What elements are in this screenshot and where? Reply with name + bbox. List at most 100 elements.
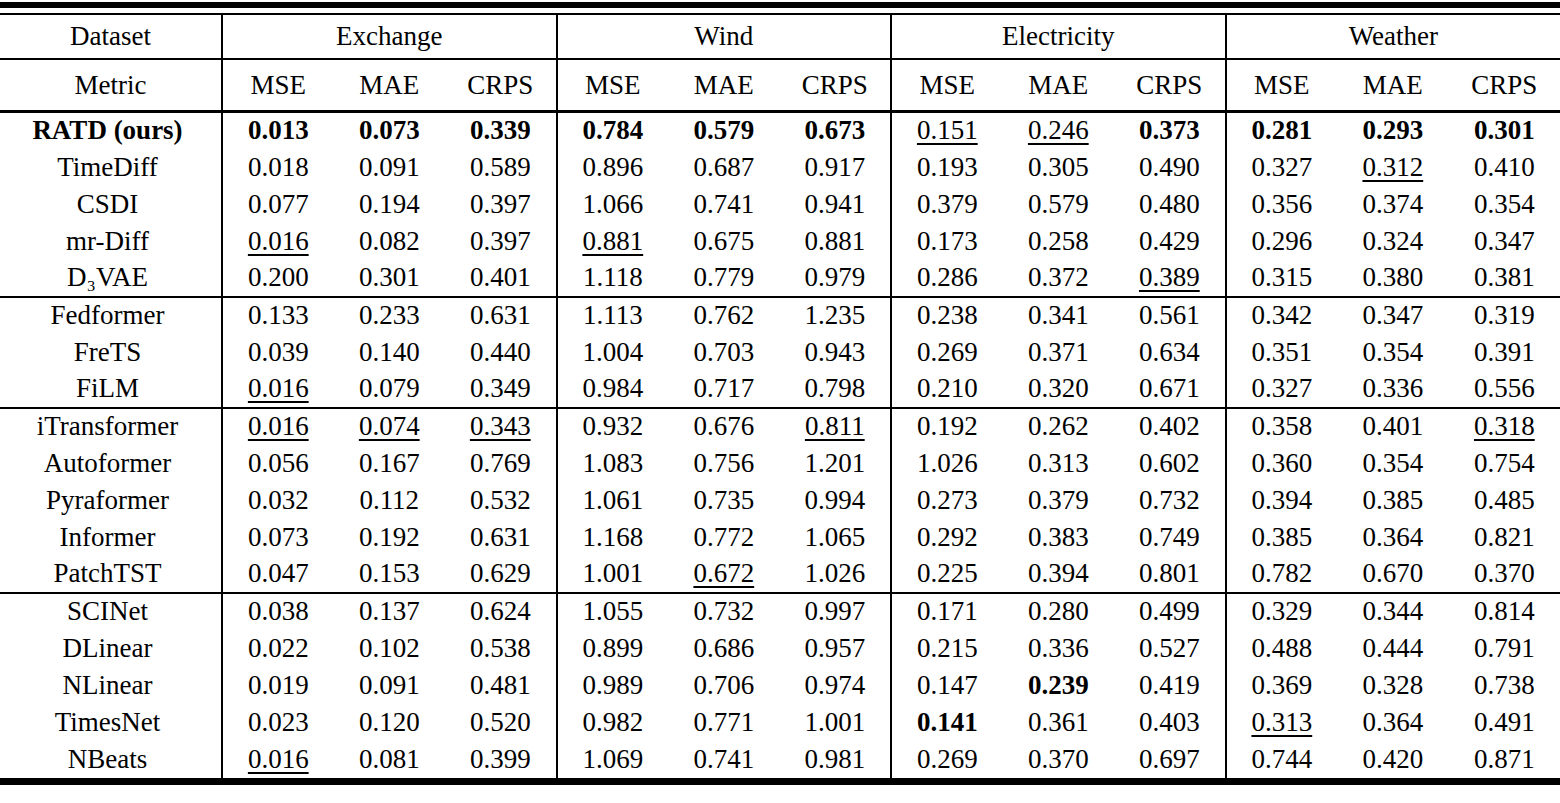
results-table: Dataset Exchange Wind Electricity Weathe… (0, 15, 1560, 778)
metric-value: 0.364 (1337, 704, 1449, 741)
model-name: iTransformer (0, 408, 222, 445)
metric-value: 0.399 (445, 741, 557, 778)
model-name: DLinear (0, 630, 222, 667)
metric-value: 0.327 (1226, 371, 1338, 408)
metric-value: 0.349 (445, 371, 557, 408)
paper-results-table-page: Dataset Exchange Wind Electricity Weathe… (0, 0, 1560, 803)
metric-value: 0.385 (1337, 482, 1449, 519)
metric-value: 0.233 (334, 297, 446, 334)
model-name: Fedformer (0, 297, 222, 334)
metric-value: 1.004 (557, 334, 669, 371)
metric-value: 0.687 (668, 149, 780, 186)
metric-value: 0.016 (222, 408, 334, 445)
table-row: NBeats0.0160.0810.3991.0690.7410.9810.26… (0, 741, 1560, 778)
metric-value: 1.001 (780, 704, 892, 741)
metric-value: 0.246 (1003, 112, 1115, 149)
metric-value: 0.210 (891, 371, 1003, 408)
metric-value: 0.440 (445, 334, 557, 371)
metric-value: 0.215 (891, 630, 1003, 667)
metric-value: 0.073 (222, 519, 334, 556)
model-block-2: Fedformer0.1330.2330.6311.1130.7621.2350… (0, 297, 1560, 408)
metric-value: 0.488 (1226, 630, 1338, 667)
metric-value: 0.676 (668, 408, 780, 445)
metric-value: 0.016 (222, 741, 334, 778)
metric-value: 0.675 (668, 223, 780, 260)
table-row: iTransformer0.0160.0740.3430.9320.6760.8… (0, 408, 1560, 445)
metric-value: 0.286 (891, 260, 1003, 297)
metric-value: 0.147 (891, 667, 1003, 704)
group-header-weather: Weather (1226, 15, 1560, 59)
metric-header-mse: MSE (557, 59, 669, 112)
metric-value: 0.771 (668, 704, 780, 741)
table-row: NLinear0.0190.0910.4810.9890.7060.9740.1… (0, 667, 1560, 704)
metric-value: 0.772 (668, 519, 780, 556)
metric-value: 0.741 (668, 186, 780, 223)
dataset-header-row: Dataset Exchange Wind Electricity Weathe… (0, 15, 1560, 59)
metric-value: 0.389 (1114, 260, 1226, 297)
metric-header-mse: MSE (222, 59, 334, 112)
model-name: FiLM (0, 371, 222, 408)
metric-value: 0.579 (668, 112, 780, 149)
metric-header-mse: MSE (1226, 59, 1338, 112)
metric-value: 0.102 (334, 630, 446, 667)
metric-value: 0.782 (1226, 556, 1338, 593)
metric-value: 0.280 (1003, 593, 1115, 630)
metric-value: 0.032 (222, 482, 334, 519)
metric-value: 0.151 (891, 112, 1003, 149)
metric-value: 0.798 (780, 371, 892, 408)
metric-value: 1.201 (780, 445, 892, 482)
metric-header-crps: CRPS (1114, 59, 1226, 112)
metric-value: 0.358 (1226, 408, 1338, 445)
metric-value: 0.741 (668, 741, 780, 778)
table-row: RATD (ours)0.0130.0730.3390.7840.5790.67… (0, 112, 1560, 149)
metric-value: 0.370 (1003, 741, 1115, 778)
model-name: D₃VAE (0, 260, 222, 297)
metric-value: 0.881 (557, 223, 669, 260)
metric-value: 0.091 (334, 667, 446, 704)
metric-value: 0.579 (1003, 186, 1115, 223)
model-name: Autoformer (0, 445, 222, 482)
metric-value: 0.410 (1449, 149, 1560, 186)
metric-value: 0.419 (1114, 667, 1226, 704)
metric-value: 0.171 (891, 593, 1003, 630)
metric-value: 0.538 (445, 630, 557, 667)
metric-value: 1.168 (557, 519, 669, 556)
metric-value: 0.932 (557, 408, 669, 445)
metric-value: 0.994 (780, 482, 892, 519)
metric-value: 0.193 (891, 149, 1003, 186)
metric-value: 0.481 (445, 667, 557, 704)
metric-value: 0.018 (222, 149, 334, 186)
metric-value: 0.293 (1337, 112, 1449, 149)
metric-value: 0.957 (780, 630, 892, 667)
metric-value: 0.997 (780, 593, 892, 630)
table-row: Fedformer0.1330.2330.6311.1130.7621.2350… (0, 297, 1560, 334)
table-row: TimeDiff0.0180.0910.5890.8960.6870.9170.… (0, 149, 1560, 186)
metric-value: 0.301 (334, 260, 446, 297)
metric-value: 0.016 (222, 223, 334, 260)
group-header-exchange: Exchange (222, 15, 557, 59)
metric-value: 0.491 (1449, 704, 1560, 741)
metric-value: 0.706 (668, 667, 780, 704)
metric-value: 0.394 (1226, 482, 1338, 519)
metric-value: 0.356 (1226, 186, 1338, 223)
metric-value: 0.634 (1114, 334, 1226, 371)
metric-value: 0.871 (1449, 741, 1560, 778)
table-row: Autoformer0.0560.1670.7691.0830.7561.201… (0, 445, 1560, 482)
metric-value: 0.360 (1226, 445, 1338, 482)
metric-value: 0.532 (445, 482, 557, 519)
table-row: SCINet0.0380.1370.6241.0550.7320.9970.17… (0, 593, 1560, 630)
metric-value: 1.055 (557, 593, 669, 630)
model-block-4: SCINet0.0380.1370.6241.0550.7320.9970.17… (0, 593, 1560, 778)
metric-value: 0.091 (334, 149, 446, 186)
metric-value: 0.527 (1114, 630, 1226, 667)
metric-value: 0.013 (222, 112, 334, 149)
metric-value: 0.791 (1449, 630, 1560, 667)
metric-value: 0.814 (1449, 593, 1560, 630)
metric-value: 0.397 (445, 186, 557, 223)
metric-value: 0.364 (1337, 519, 1449, 556)
metric-value: 0.327 (1226, 149, 1338, 186)
metric-value: 0.732 (1114, 482, 1226, 519)
metric-value: 0.056 (222, 445, 334, 482)
table-row: D₃VAE0.2000.3010.4011.1180.7790.9790.286… (0, 260, 1560, 297)
metric-value: 1.061 (557, 482, 669, 519)
